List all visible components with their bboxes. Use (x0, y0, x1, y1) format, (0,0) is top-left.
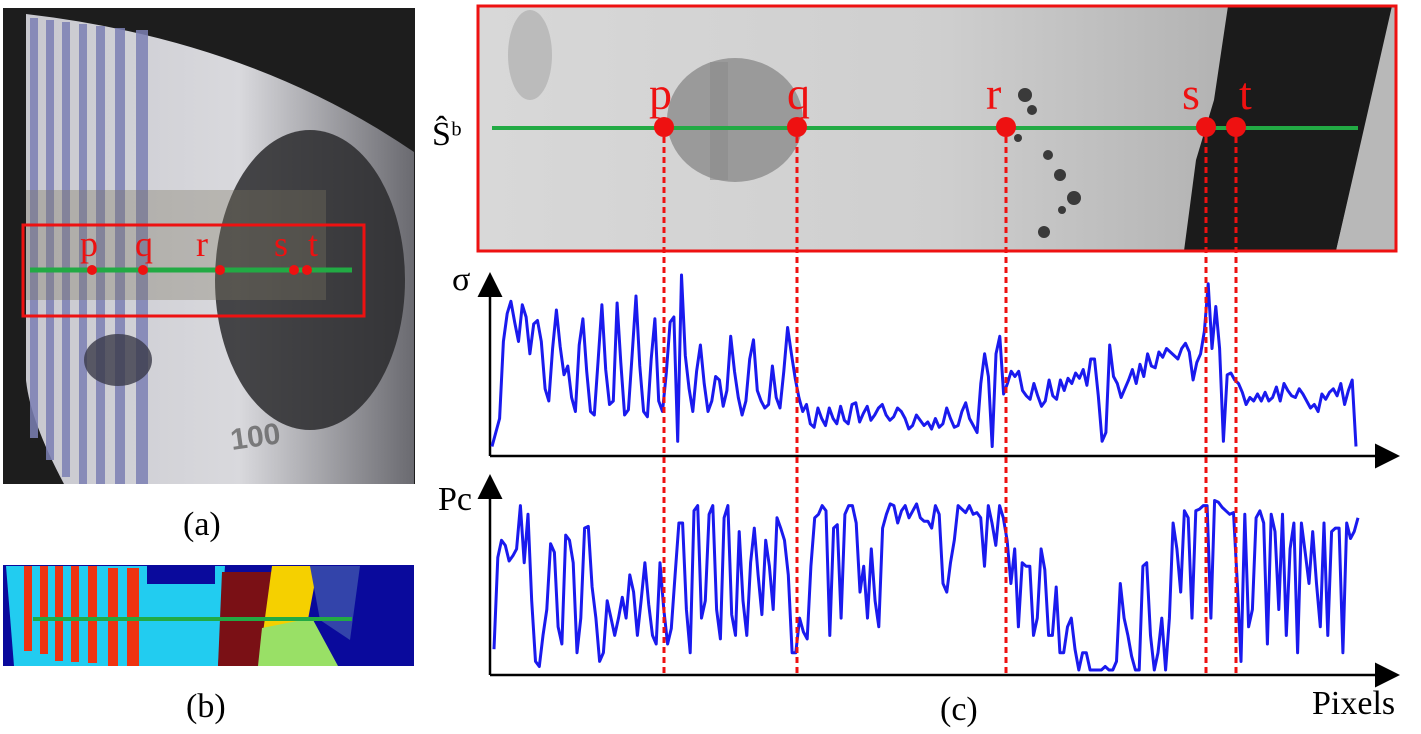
panel-b: (b) (3, 565, 414, 725)
seg-blue-top (147, 566, 215, 584)
label-a-s: s (274, 224, 288, 264)
dark-spot (84, 334, 152, 386)
label-c-p: p (649, 68, 672, 119)
x-axis-label: Pixels (1312, 685, 1395, 722)
sigma-plot (490, 273, 1358, 448)
sigma-label: σ (452, 261, 470, 298)
point-a-q (138, 265, 148, 275)
sb-right-strip (1336, 6, 1396, 251)
sb-blob-left (508, 10, 552, 100)
point-a-r (215, 265, 225, 275)
caption-b: (b) (186, 688, 226, 725)
sb-label: Ŝᵇ (432, 115, 461, 153)
seg-green (258, 618, 338, 666)
pc-plot (492, 499, 1360, 672)
point-a-p (87, 265, 97, 275)
label-c-q: q (787, 68, 810, 119)
roi-box-a (21, 223, 366, 318)
point-a-s (289, 265, 299, 275)
points-a (87, 265, 312, 275)
sb-blob-mid (667, 58, 803, 182)
label-a-r: r (196, 224, 208, 264)
panel-a-number: 100 (228, 417, 282, 457)
caption-c: (c) (940, 691, 978, 728)
label-a-q: q (135, 224, 153, 264)
sb-dark-dots (1014, 88, 1081, 238)
label-c-t: t (1239, 68, 1252, 119)
label-c-r: r (986, 68, 1001, 119)
sb-border (476, 4, 1398, 253)
pc-label: Pc (438, 481, 472, 518)
sb-blob-stripe (710, 62, 728, 180)
label-a-p: p (80, 224, 98, 264)
label-c-s: s (1182, 68, 1200, 119)
label-a-t: t (308, 224, 318, 264)
shadow-band (26, 190, 326, 300)
seg-speckled (310, 566, 360, 640)
marker-lines (662, 127, 1238, 675)
point-a-t (302, 265, 312, 275)
panel-c: Ŝᵇ p q r s t σ Pc (432, 4, 1400, 728)
sigma-series-line (490, 273, 1358, 448)
caption-a: (a) (183, 506, 221, 543)
pc-series-line (492, 499, 1360, 672)
shadow-ellipse (215, 130, 405, 430)
panel-a: 100 p q r s t (a) (3, 8, 415, 543)
